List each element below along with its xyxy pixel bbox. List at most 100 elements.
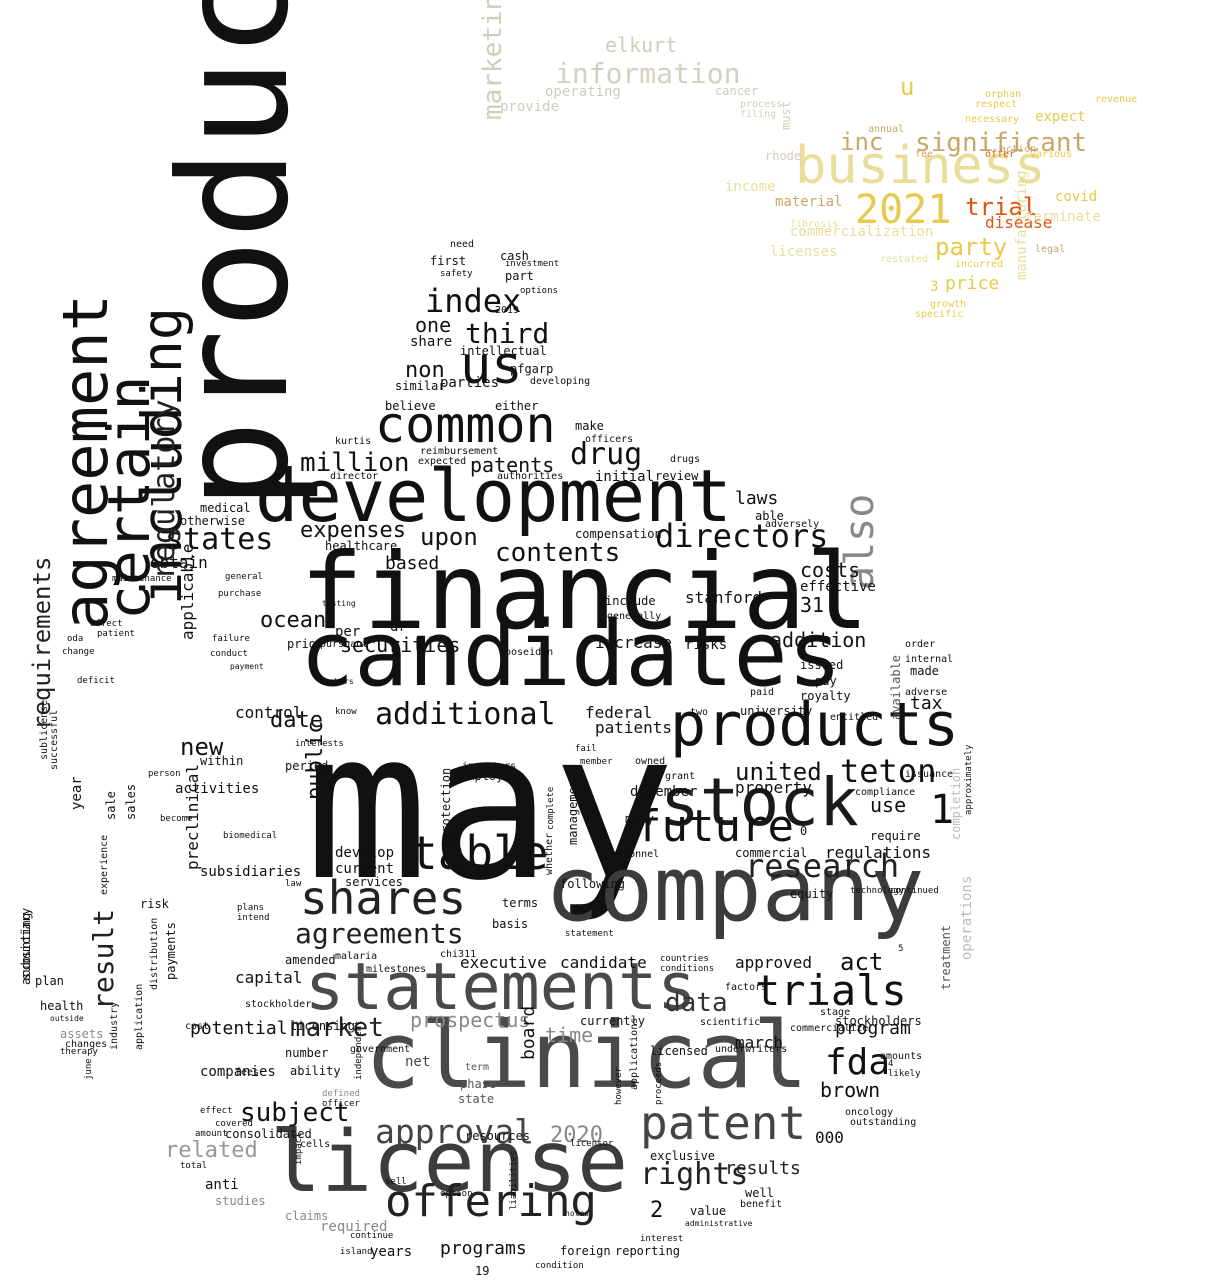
word: administrative xyxy=(685,1219,753,1228)
word: resources xyxy=(465,1129,531,1143)
word: executive xyxy=(460,953,547,972)
word: reporting xyxy=(615,1244,681,1258)
word: candidates xyxy=(300,602,842,707)
word: part xyxy=(505,269,534,283)
word: successful xyxy=(49,709,60,770)
word: government xyxy=(350,1044,411,1055)
word: stockholders xyxy=(835,1014,922,1028)
word: material xyxy=(775,194,843,210)
word: subsidiaries xyxy=(200,864,302,880)
word: december xyxy=(630,784,698,800)
word: pfgarp xyxy=(510,362,554,376)
word: liabilities xyxy=(509,1150,519,1210)
word: upon xyxy=(420,523,478,551)
word: third xyxy=(465,317,550,350)
word: patents xyxy=(470,453,555,477)
word: offer xyxy=(985,149,1016,160)
word: market xyxy=(290,1013,384,1043)
word: state xyxy=(458,1092,495,1106)
word: covered xyxy=(215,1119,253,1129)
word: experience xyxy=(99,834,110,895)
word: action xyxy=(1000,144,1037,155)
word: time xyxy=(545,1023,594,1047)
word: conditions xyxy=(660,964,715,974)
word: trials xyxy=(755,966,907,1015)
word: growth xyxy=(930,299,967,310)
word: paid xyxy=(750,687,775,698)
word: stage xyxy=(820,1007,851,1018)
word: internal xyxy=(905,654,954,665)
word: products xyxy=(670,690,959,760)
word: 2020 xyxy=(550,1123,603,1148)
word: royalty xyxy=(800,689,851,703)
word: sale xyxy=(104,791,118,820)
word: issuance xyxy=(905,769,954,780)
word: expected xyxy=(418,456,467,467)
word: within xyxy=(200,754,244,768)
word: officers xyxy=(585,434,634,445)
word: prospectus xyxy=(410,1008,531,1032)
word: stanford xyxy=(685,588,763,607)
word: number xyxy=(285,1046,329,1060)
word: states xyxy=(165,522,274,557)
word: many xyxy=(625,812,654,826)
word: effect xyxy=(200,1106,233,1116)
word: potential xyxy=(190,1018,288,1039)
word: payments xyxy=(164,922,178,980)
word: reimbursement xyxy=(420,446,499,457)
word: terminate xyxy=(1025,209,1101,225)
word: studies xyxy=(215,1194,266,1208)
word: risk xyxy=(140,897,169,911)
word: subject xyxy=(240,1098,350,1128)
word: covid xyxy=(1055,189,1098,205)
word: independent xyxy=(354,1020,364,1080)
word: respect xyxy=(975,99,1018,110)
word: need xyxy=(450,239,475,250)
word: accounting xyxy=(19,912,33,985)
word: agreements xyxy=(295,917,464,950)
word: approved xyxy=(735,953,813,972)
word: services xyxy=(345,875,403,889)
word: necessary xyxy=(965,114,1020,125)
word: cash xyxy=(500,249,529,263)
word: available xyxy=(889,654,903,720)
word: licensing xyxy=(290,1019,356,1033)
word: united xyxy=(735,758,822,786)
word: fees xyxy=(235,1067,260,1078)
word: maintenance xyxy=(112,574,172,584)
word: commercialize xyxy=(790,1023,869,1034)
word: shares xyxy=(300,871,467,925)
word: phase xyxy=(460,1077,497,1091)
word: date xyxy=(270,708,323,733)
word: approval xyxy=(375,1112,534,1151)
word: scientific xyxy=(700,1017,761,1028)
word: deficit xyxy=(77,676,115,686)
word: develop xyxy=(335,845,395,861)
word: rhode xyxy=(765,149,802,163)
word: law xyxy=(285,879,302,889)
word: statement xyxy=(565,929,614,939)
word: index xyxy=(425,282,522,320)
word: sell xyxy=(385,1177,407,1187)
word: fda xyxy=(825,1042,891,1083)
word: pay xyxy=(815,674,837,688)
word: stockholder xyxy=(245,999,312,1010)
word: following xyxy=(560,877,626,891)
word: various xyxy=(1030,149,1073,160)
word: assets xyxy=(60,1027,104,1041)
word: authorities xyxy=(497,471,564,482)
word: years xyxy=(370,1244,413,1260)
word: interests xyxy=(295,739,344,749)
word: members xyxy=(320,677,354,686)
word: cost xyxy=(185,1021,210,1032)
word: 000 xyxy=(815,1128,844,1147)
word: able xyxy=(755,509,784,523)
word: financial xyxy=(300,531,869,653)
word: compensation xyxy=(575,527,662,541)
word: fee xyxy=(915,149,934,160)
word: malaria xyxy=(335,951,378,962)
word: table xyxy=(410,826,549,880)
word: net xyxy=(405,1054,431,1070)
word: capital xyxy=(235,968,303,987)
word: expenses xyxy=(300,518,406,543)
